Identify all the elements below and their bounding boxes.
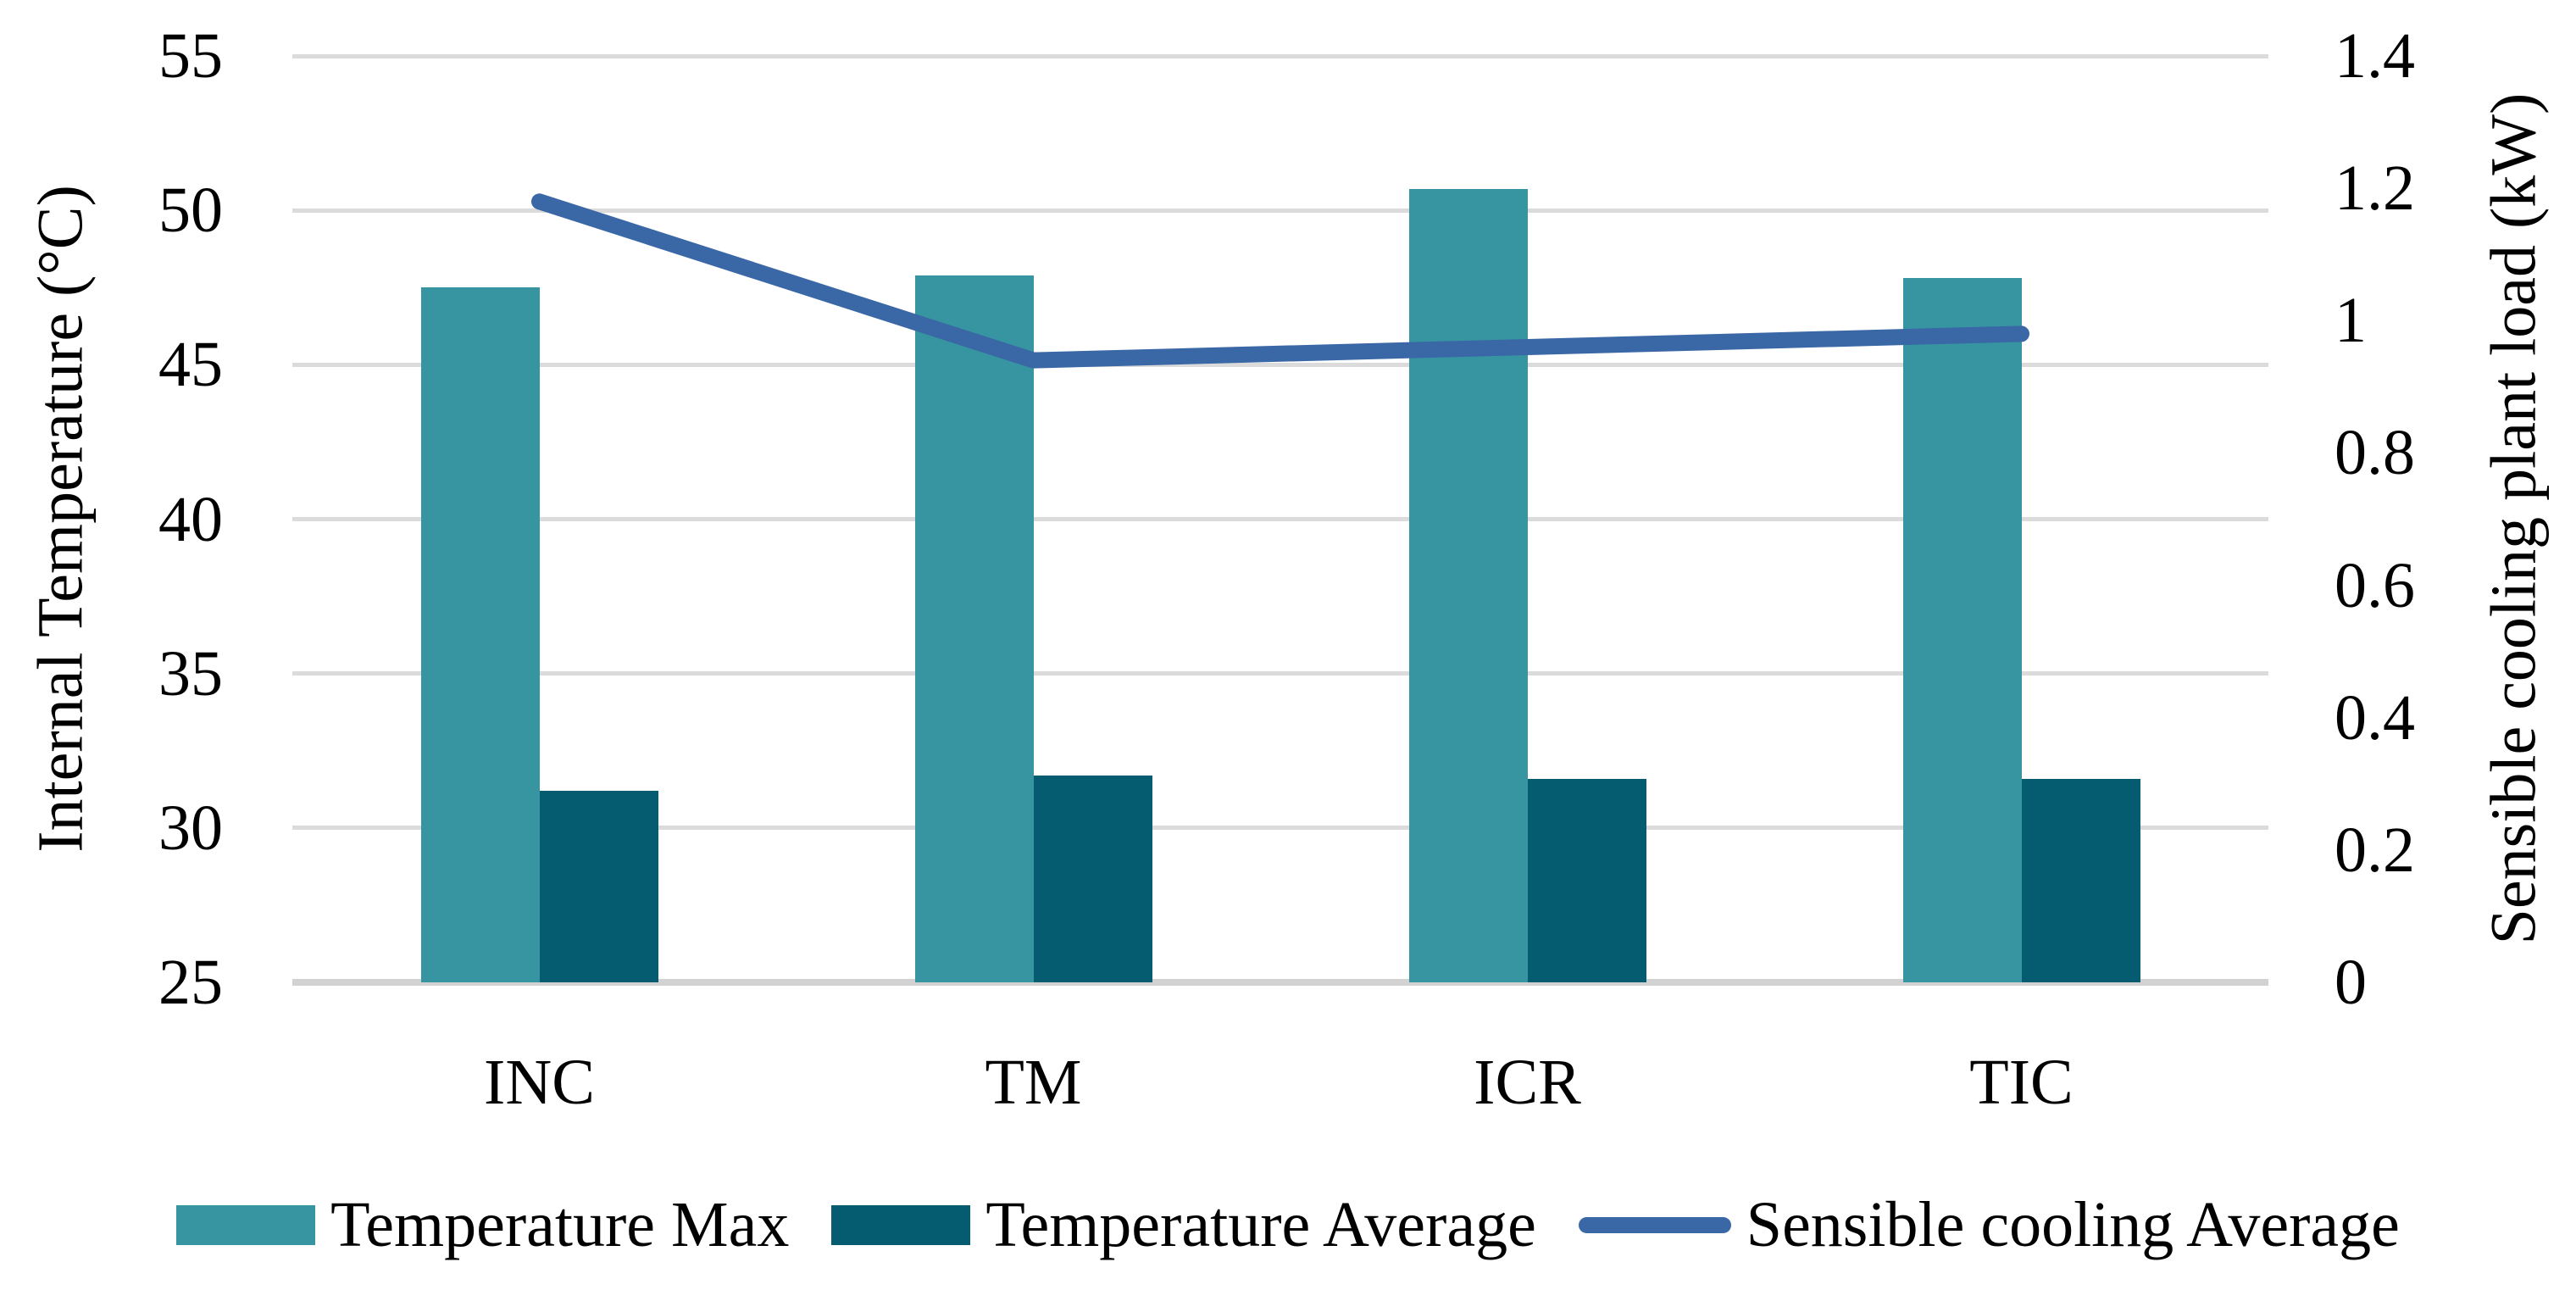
gridline-45 (292, 362, 2268, 367)
plot-area-bars (292, 56, 2268, 982)
left-tick-35: 35 (158, 637, 223, 709)
bar-temperature-average-TIC (2021, 778, 2140, 982)
sensible-cooling-average-label: Sensible cooling Average (1746, 1189, 2400, 1260)
legend-item-sensible-cooling-average: Sensible cooling Average (1578, 1182, 2400, 1267)
gridline-50 (292, 208, 2268, 213)
right-tick-1.4: 1.4 (2334, 20, 2415, 92)
bar-temperature-max-TM (914, 275, 1034, 982)
left-tick-40: 40 (158, 483, 223, 555)
legend-item-temperature-max: Temperature Max (176, 1182, 789, 1267)
temperature-average-label: Temperature Average (985, 1189, 1536, 1260)
temperature-average-swatch (831, 1204, 971, 1245)
left-tick-55: 55 (158, 20, 223, 92)
category-label-TIC: TIC (1969, 1047, 2074, 1118)
category-label-ICR: ICR (1474, 1047, 1581, 1118)
right-tick-1: 1 (2334, 285, 2367, 357)
sensible-cooling-average-line (531, 193, 2029, 369)
left-tick-45: 45 (158, 329, 223, 401)
left-tick-25: 25 (158, 947, 223, 1018)
gridline-30 (292, 826, 2268, 831)
gridline-55 (292, 53, 2268, 58)
right-tick-0.4: 0.4 (2334, 681, 2415, 753)
bar-temperature-average-INC (539, 791, 658, 982)
bar-temperature-average-TM (1033, 775, 1152, 982)
category-label-INC: INC (484, 1047, 595, 1118)
bar-temperature-max-INC (420, 287, 540, 982)
plot-area-gridlines (292, 53, 2268, 986)
category-label-TM: TM (985, 1047, 1082, 1118)
gridline-35 (292, 671, 2268, 676)
right-tick-0.2: 0.2 (2334, 814, 2415, 886)
left-tick-30: 30 (158, 792, 223, 864)
left-tick-50: 50 (158, 175, 223, 247)
right-tick-0: 0 (2334, 947, 2367, 1018)
right-tick-1.2: 1.2 (2334, 153, 2415, 225)
bar-temperature-max-TIC (1902, 278, 2022, 982)
legend: Temperature Max Temperature Average Sens… (0, 1182, 2576, 1267)
gridline-40 (292, 517, 2268, 521)
temperature-max-swatch (176, 1204, 316, 1245)
legend-item-temperature-average: Temperature Average (831, 1182, 1536, 1267)
bar-temperature-average-ICR (1527, 778, 1646, 982)
right-tick-0.8: 0.8 (2334, 417, 2415, 489)
line-series-layer (531, 193, 2029, 369)
x-axis-baseline (292, 979, 2268, 986)
right-tick-0.6: 0.6 (2334, 549, 2415, 621)
sensible-cooling-average-swatch (1578, 1216, 1731, 1233)
bar-temperature-max-ICR (1408, 188, 1528, 982)
temperature-max-label: Temperature Max (330, 1189, 790, 1260)
